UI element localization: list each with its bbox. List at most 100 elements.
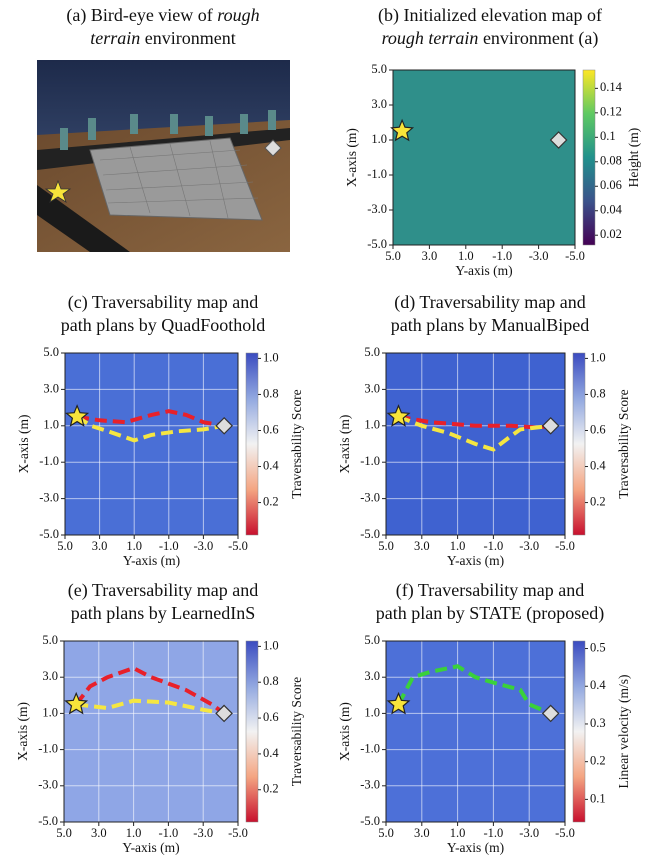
x-tick-label: 3.0 <box>414 826 430 840</box>
panel-title: (e) Traversability map and <box>68 580 258 601</box>
goal-marker <box>549 131 568 149</box>
y-tick-label: -1.0 <box>38 741 58 755</box>
colorbar-tick-label: 0.14 <box>600 80 623 94</box>
colorbar-tick-label: 0.6 <box>263 422 279 436</box>
x-tick-label: -1.0 <box>484 826 504 840</box>
y-tick-label: -5.0 <box>38 814 58 828</box>
map-background <box>64 641 238 822</box>
y-tick-label: -3.0 <box>367 202 387 216</box>
title-part: (e) Traversability map and <box>68 580 258 601</box>
x-tick-label: -3.0 <box>519 539 539 553</box>
plot-frame <box>63 640 239 823</box>
colorbar-tick-label: 0.2 <box>590 754 606 768</box>
title-part: rough terrain <box>382 28 479 48</box>
y-tick-label: -3.0 <box>39 490 59 504</box>
x-tick-label: -1.0 <box>492 249 512 263</box>
colorbar-tick-label: 0.6 <box>590 422 606 436</box>
x-tick-label: 1.0 <box>458 249 474 263</box>
panel-title: (c) Traversability map and <box>68 292 258 313</box>
colorbar-label: Linear velocity (m/s) <box>616 675 631 789</box>
x-tick-label: 5.0 <box>385 249 401 263</box>
y-axis-label: X-axis (m) <box>15 702 30 761</box>
y-tick-label: 5.0 <box>42 633 58 647</box>
panel-title: (a) Bird-eye view of rough <box>66 5 259 26</box>
colorbar-tick-label: 0.8 <box>263 674 279 688</box>
y-tick-label: -1.0 <box>367 167 387 181</box>
path-plan <box>397 414 551 452</box>
colorbar-tick-label: 0.1 <box>590 791 606 805</box>
colorbar-tick-label: 0.04 <box>600 203 623 217</box>
x-tick-label: -5.0 <box>555 826 575 840</box>
y-tick-label: 5.0 <box>371 62 387 76</box>
x-tick-label: -1.0 <box>484 539 504 553</box>
panel-title: (b) Initialized elevation map of <box>378 5 602 26</box>
x-tick-label: 3.0 <box>91 826 107 840</box>
colorbar-tick-label: 0.2 <box>263 782 279 796</box>
path-plan <box>76 415 225 443</box>
start-marker <box>386 691 411 715</box>
goal-marker <box>215 416 234 435</box>
title-part: environment (a) <box>478 28 598 49</box>
colorbar-tick-label: 0.2 <box>590 494 606 508</box>
panel-title: path plan by STATE (proposed) <box>376 603 605 624</box>
title-part: path plans by ManualBiped <box>391 315 589 335</box>
colorbar <box>245 640 259 823</box>
panel-title: (f) Traversability map and <box>396 580 584 601</box>
colorbar-tick-label: 0.2 <box>263 494 279 508</box>
photo-panel <box>37 60 290 252</box>
path-plan <box>398 414 551 430</box>
x-axis-label: Y-axis (m) <box>122 840 179 855</box>
y-tick-label: 3.0 <box>364 381 380 395</box>
y-tick-label: -1.0 <box>360 454 380 468</box>
x-tick-label: 1.0 <box>126 539 142 553</box>
path-plan <box>74 665 226 716</box>
x-axis-label: Y-axis (m) <box>455 263 512 278</box>
x-tick-label: -5.0 <box>555 539 575 553</box>
y-axis-label: X-axis (m) <box>344 128 359 187</box>
colorbar-tick-label: 0.4 <box>590 678 606 692</box>
title-part: (c) Traversability map and <box>68 292 258 313</box>
x-tick-label: -5.0 <box>565 249 585 263</box>
goal-marker <box>215 704 233 723</box>
panel-title: terrain environment <box>90 28 236 48</box>
title-part: terrain <box>90 28 140 48</box>
colorbar-tick-label: 0.8 <box>590 386 606 400</box>
y-tick-label: 5.0 <box>43 345 59 359</box>
x-tick-label: 1.0 <box>126 826 142 840</box>
y-tick-label: -3.0 <box>38 778 58 792</box>
x-tick-label: 3.0 <box>414 539 430 553</box>
colorbar <box>572 352 586 536</box>
goal-marker <box>541 704 560 723</box>
y-tick-label: -5.0 <box>360 527 380 541</box>
y-tick-label: -3.0 <box>360 778 380 792</box>
path-plan <box>76 409 225 428</box>
colorbar-tick-label: 1.0 <box>263 638 279 652</box>
colorbar-tick-label: 0.12 <box>600 105 622 119</box>
colorbar-label: Traversability Score <box>289 389 304 498</box>
map-background <box>386 641 565 822</box>
colorbar-tick-label: 0.6 <box>263 710 279 724</box>
colorbar-label: Traversability Score <box>289 677 304 786</box>
panel-title: (d) Traversability map and <box>394 292 585 313</box>
x-tick-label: 5.0 <box>56 826 72 840</box>
panel-title: rough terrain environment (a) <box>382 28 599 49</box>
x-axis-label: Y-axis (m) <box>447 840 504 855</box>
plot-frame <box>385 640 566 823</box>
title-part: path plans by QuadFoothold <box>61 315 266 335</box>
x-tick-label: 1.0 <box>450 539 466 553</box>
colorbar <box>245 352 259 536</box>
colorbar <box>582 69 596 246</box>
start-marker <box>64 691 89 715</box>
y-tick-label: 3.0 <box>364 669 380 683</box>
colorbar-tick-label: 0.02 <box>600 227 622 241</box>
title-part: (f) Traversability map and <box>396 580 584 601</box>
y-tick-label: 3.0 <box>43 381 59 395</box>
y-tick-label: 1.0 <box>371 132 387 146</box>
path-plan <box>396 664 552 716</box>
y-tick-label: 5.0 <box>364 633 380 647</box>
colorbar <box>572 640 586 823</box>
start-marker <box>65 404 90 427</box>
x-axis-label: Y-axis (m) <box>123 553 180 568</box>
path-plan <box>75 698 225 716</box>
colorbar-tick-label: 0.4 <box>263 458 279 472</box>
